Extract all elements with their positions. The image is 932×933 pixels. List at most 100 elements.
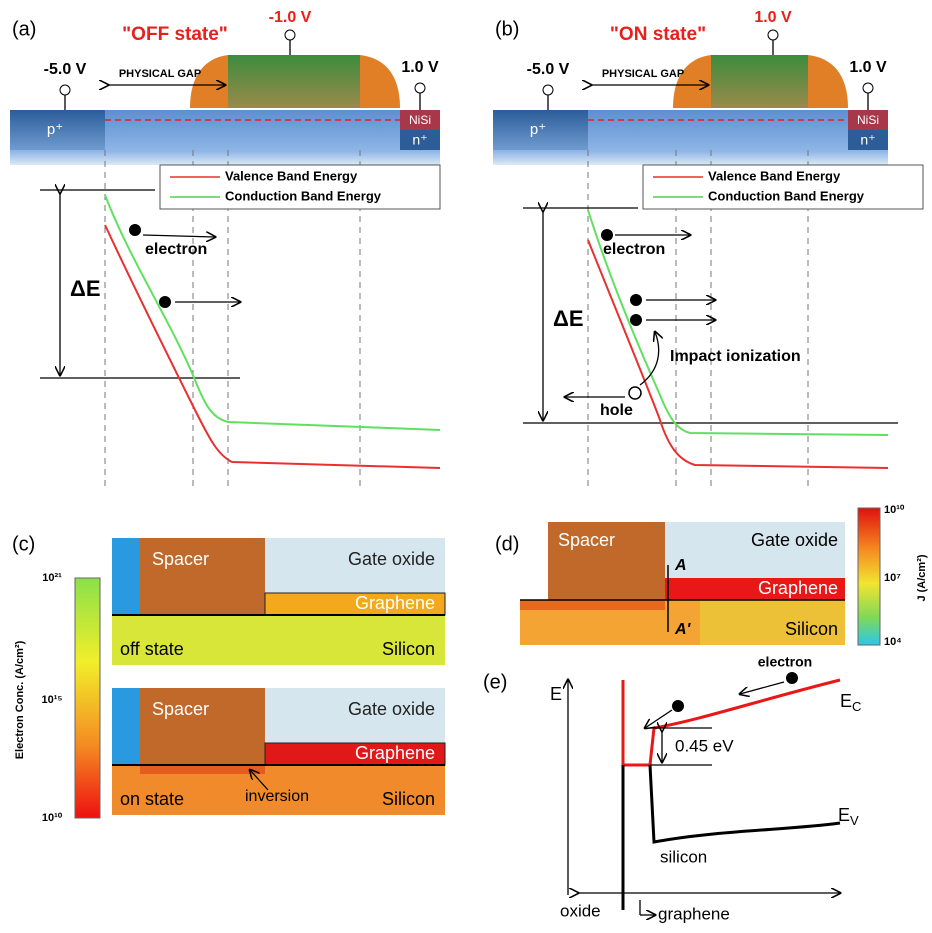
terminal xyxy=(60,85,70,95)
legend-entry: Valence Band Energy xyxy=(225,168,358,183)
graphene-label: Graphene xyxy=(758,578,838,598)
state-title: "OFF state" xyxy=(122,24,228,45)
electron-dot xyxy=(630,314,642,326)
legend-entry: Conduction Band Energy xyxy=(225,188,382,203)
electron-dot xyxy=(786,672,798,684)
graphene-label: Graphene xyxy=(355,743,435,763)
electron-dot xyxy=(672,700,684,712)
band-label: EV xyxy=(838,805,859,829)
electron-dot xyxy=(159,296,171,308)
legend-entry: Valence Band Energy xyxy=(708,168,841,183)
drain-contact-label: NiSi xyxy=(409,113,431,127)
cut-label: A xyxy=(674,557,687,574)
inversion-layer xyxy=(520,600,665,610)
drain-voltage: 1.0 V xyxy=(401,59,439,76)
silicon-label: Silicon xyxy=(382,639,435,659)
colorbar-title: Electron Conc. (A/cm²) xyxy=(14,640,26,759)
oxide-strip xyxy=(112,688,140,765)
colorbar-tick: 10¹⁰ xyxy=(42,812,63,824)
spacer xyxy=(360,55,400,108)
oxide-label: oxide xyxy=(560,901,601,920)
drain-contact-label: NiSi xyxy=(857,113,879,127)
cut-label: A' xyxy=(674,621,692,638)
energy-gap: ΔE xyxy=(553,306,584,331)
silicon-label: Silicon xyxy=(785,619,838,639)
source-voltage: -5.0 V xyxy=(44,61,87,78)
inversion-layer xyxy=(140,766,265,774)
spacer-label: Spacer xyxy=(152,699,209,719)
terminal xyxy=(863,83,873,93)
spacer-label: Spacer xyxy=(152,549,209,569)
source-voltage: -5.0 V xyxy=(527,61,570,78)
panel-label: (d) xyxy=(495,533,519,555)
oxide-label: Gate oxide xyxy=(751,530,838,550)
terminal xyxy=(285,30,295,40)
terminal xyxy=(768,30,778,40)
legend-entry: Conduction Band Energy xyxy=(708,188,865,203)
band-subscript: C xyxy=(852,699,861,714)
carrier-label: electron xyxy=(145,241,207,258)
valence-band xyxy=(623,765,840,910)
colorbar xyxy=(75,578,100,818)
energy-gap: ΔE xyxy=(70,276,101,301)
state-label: on state xyxy=(120,789,184,809)
band-symbol: E xyxy=(840,691,852,711)
figure: (a) "OFF state" -1.0 V p⁺ NiSi n⁺ -5.0 V 1.0 V P… xyxy=(0,0,932,933)
drain-region-label: n⁺ xyxy=(412,132,427,148)
inversion-label: inversion xyxy=(245,788,309,805)
panel-label: (a) xyxy=(12,18,36,40)
spacer xyxy=(673,55,711,108)
state-label: off state xyxy=(120,639,184,659)
gate-voltage: 1.0 V xyxy=(754,9,792,26)
axis-label: E xyxy=(550,684,562,704)
graphene-label: graphene xyxy=(658,904,730,923)
colorbar-title: J (A/cm²) xyxy=(916,554,928,601)
band-symbol: E xyxy=(838,805,850,825)
source-label: p⁺ xyxy=(47,121,63,138)
oxide-strip xyxy=(112,538,140,615)
gap-label: PHYSICAL GAP xyxy=(119,68,201,80)
colorbar-tick: 10²¹ xyxy=(42,572,62,584)
spacer-label: Spacer xyxy=(558,530,615,550)
carrier-label: electron xyxy=(758,654,812,670)
panel-label: (b) xyxy=(495,18,519,40)
terminal xyxy=(543,85,553,95)
barrier-label: 0.45 eV xyxy=(675,736,734,755)
band-subscript: V xyxy=(850,813,859,828)
spacer xyxy=(808,55,848,108)
gate-voltage: -1.0 V xyxy=(269,9,312,26)
valence-band xyxy=(105,225,440,468)
gate xyxy=(711,55,808,108)
electron-dot xyxy=(601,229,613,241)
silicon-label: silicon xyxy=(660,847,707,866)
electron-dot xyxy=(630,294,642,306)
oxide-label: Gate oxide xyxy=(348,549,435,569)
band-label: EC xyxy=(840,691,861,715)
spacer xyxy=(190,55,228,108)
impact-label: Impact ionization xyxy=(670,348,801,365)
colorbar xyxy=(858,508,880,645)
oxide-label: Gate oxide xyxy=(348,699,435,719)
drain-region-label: n⁺ xyxy=(860,132,875,148)
colorbar-tick: 10¹⁵ xyxy=(41,694,62,706)
panel-label: (c) xyxy=(12,533,35,555)
line xyxy=(740,682,784,694)
terminal xyxy=(415,83,425,93)
carrier-label: electron xyxy=(603,241,665,258)
silicon-label: Silicon xyxy=(382,789,435,809)
line xyxy=(143,235,215,237)
state-title: "ON state" xyxy=(610,24,706,45)
graphene-label: Graphene xyxy=(355,593,435,613)
conduction-band xyxy=(105,195,440,430)
electron-dot xyxy=(129,224,141,236)
panel-label: (e) xyxy=(483,671,507,693)
gap-label: PHYSICAL GAP xyxy=(602,68,684,80)
hole-label: hole xyxy=(600,402,633,419)
colorbar-tick: 10¹⁰ xyxy=(884,504,905,516)
drain-voltage: 1.0 V xyxy=(849,59,887,76)
colorbar-tick: 10⁴ xyxy=(884,636,902,648)
gate xyxy=(228,55,360,108)
source-label: p⁺ xyxy=(530,121,546,138)
hole xyxy=(629,387,641,399)
colorbar-tick: 10⁷ xyxy=(884,572,901,584)
